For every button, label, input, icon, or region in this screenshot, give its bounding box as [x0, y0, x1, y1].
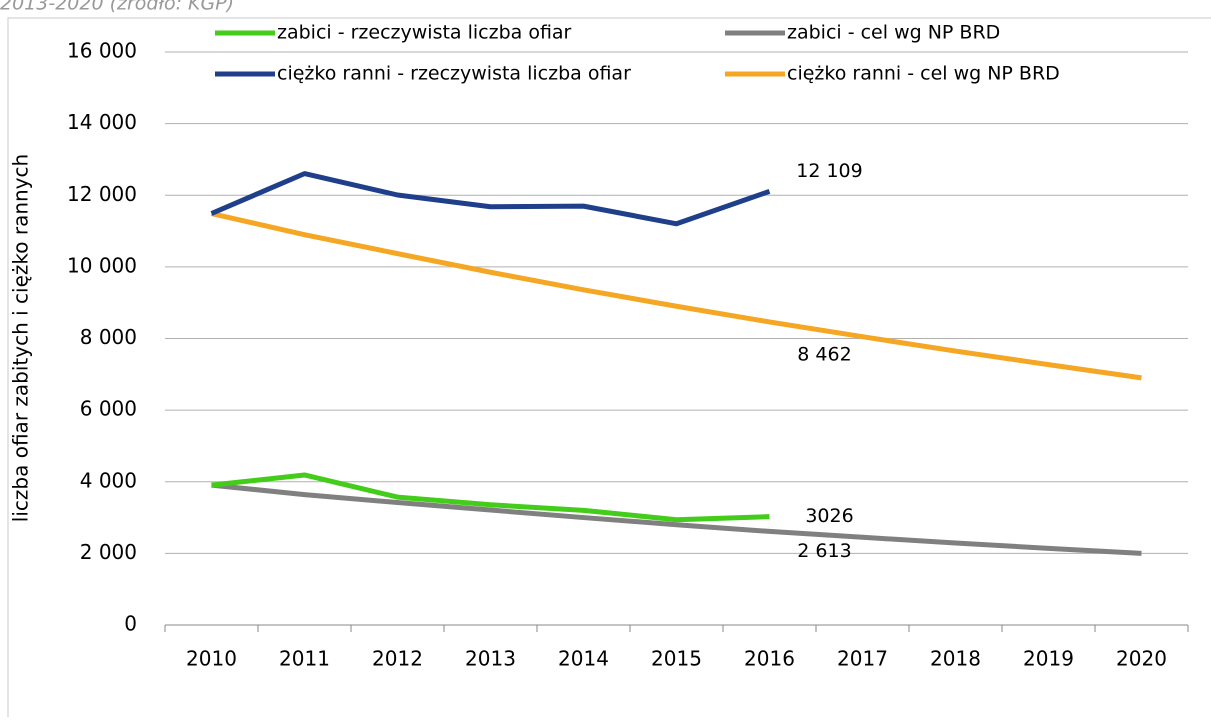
x-tick-label: 2012 [372, 647, 423, 671]
y-tick-label: 4 000 [80, 468, 137, 492]
legend-label: ciężko ranni - rzeczywista liczba ofiar [277, 63, 631, 85]
y-tick-label: 14 000 [67, 110, 137, 134]
legend-label: zabici - rzeczywista liczba ofiar [277, 22, 572, 44]
series-line [210, 171, 771, 227]
series-line [211, 482, 1142, 556]
x-tick-label: 2010 [186, 647, 237, 671]
x-tick-label: 2016 [744, 647, 795, 671]
y-tick-label: 6 000 [80, 397, 137, 421]
x-tick-label: 2020 [1116, 647, 1167, 671]
series-line [211, 472, 770, 523]
y-tick-label: 2 000 [80, 540, 137, 564]
y-tick-label: 8 000 [80, 325, 137, 349]
legend-label: zabici - cel wg NP BRD [787, 22, 1000, 44]
series-line [210, 211, 1142, 381]
x-tick-label: 2019 [1023, 647, 1074, 671]
x-tick-label: 2013 [465, 647, 516, 671]
x-tick-label: 2017 [837, 647, 888, 671]
x-tick-label: 2015 [651, 647, 702, 671]
data-label: 12 109 [796, 160, 862, 182]
y-tick-label: 10 000 [67, 253, 137, 277]
chart-frame [7, 17, 1211, 721]
y-axis-label: liczba ofiar zabitych i ciężko rannych [9, 154, 33, 522]
data-label: 3026 [805, 505, 853, 527]
data-label: 2 613 [797, 540, 851, 562]
x-tick-label: 2018 [930, 647, 981, 671]
y-tick-label: 16 000 [67, 39, 137, 63]
legend-label: ciężko ranni - cel wg NP BRD [787, 63, 1060, 85]
x-tick-label: 2014 [558, 647, 609, 671]
data-label: 8 462 [797, 343, 851, 365]
x-tick-label: 2011 [279, 647, 330, 671]
y-tick-label: 12 000 [67, 182, 137, 206]
y-tick-label: 0 [124, 612, 137, 636]
subtitle: 2013-2020 (źródło: KGP) [0, 0, 234, 15]
